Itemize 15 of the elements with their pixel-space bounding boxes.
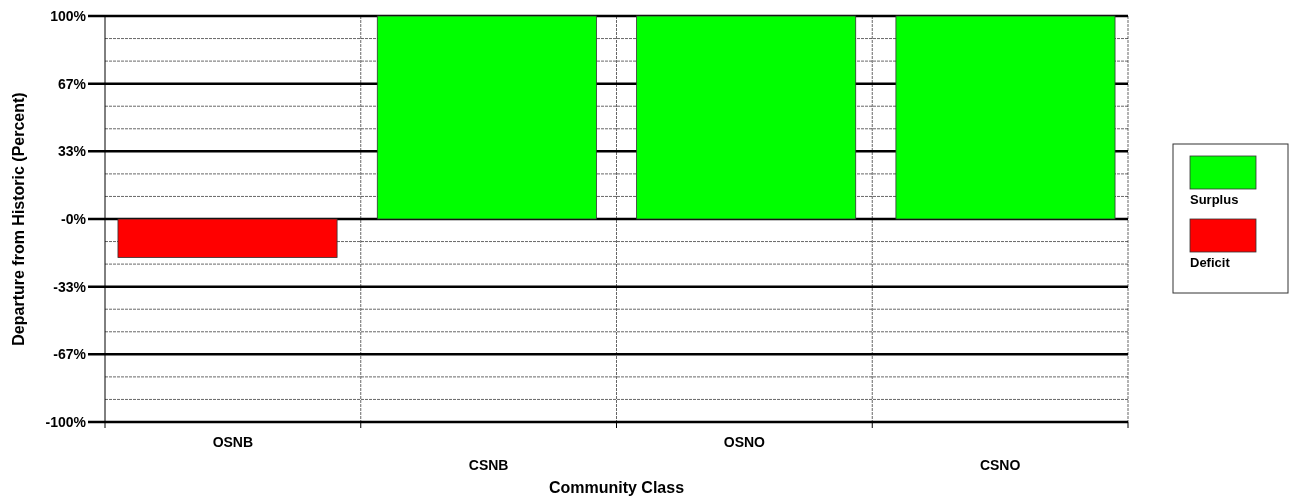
y-tick-label: -100% — [45, 413, 87, 430]
y-tick-label: 67% — [57, 75, 87, 92]
y-tick-label: -33% — [53, 278, 87, 295]
y-tick-label: 100% — [50, 7, 87, 24]
x-axis-title: Community Class — [548, 479, 685, 496]
y-axis-title: Departure from Historic (Percent) — [10, 92, 27, 346]
text: Deficit — [1190, 255, 1231, 270]
x-tick-label: OSNB — [212, 434, 254, 450]
y-tick-label: -0% — [61, 210, 87, 227]
y-tick-label: 33% — [57, 143, 87, 160]
x-tick-label: OSNO — [723, 434, 766, 450]
y-tick-label: -67% — [53, 346, 87, 363]
x-tick-label: CSNB — [468, 457, 509, 473]
x-tick-label: CSNO — [979, 457, 1021, 473]
text: Surplus — [1190, 192, 1239, 207]
